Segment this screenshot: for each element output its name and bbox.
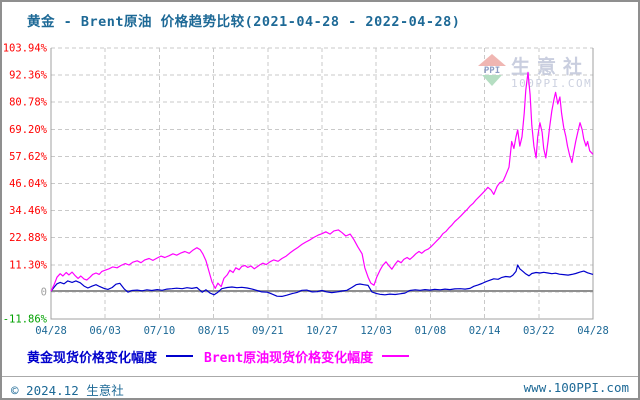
- legend-brent-label: Brent原油现货价格变化幅度: [204, 350, 374, 366]
- plot-border: [50, 48, 594, 320]
- legend-gold-line-swatch: [166, 355, 194, 357]
- y-axis-tick-label: 11.30%: [9, 259, 48, 271]
- x-axis-tick-label: 08/15: [198, 325, 230, 337]
- y-axis-tick-label: 57.62%: [9, 151, 48, 163]
- legend-gold-label: 黄金现货价格变化幅度: [27, 350, 158, 366]
- brent-series-line: [50, 71, 594, 292]
- website-url: www.100PPI.com: [523, 380, 629, 395]
- watermark-logo-base: [482, 75, 502, 86]
- watermark-brand-text: 生意社: [511, 55, 589, 78]
- y-axis-tick-label: 92.36%: [9, 70, 48, 82]
- watermark-logo-roof: [478, 54, 506, 66]
- x-axis-tick-label: 12/03: [360, 325, 392, 337]
- x-axis-tick-label: 07/10: [144, 325, 176, 337]
- x-axis-tick-label: 04/28: [35, 325, 67, 337]
- copyright-text: © 2024.12 生意社: [11, 383, 124, 398]
- x-axis-tick-label: 06/03: [89, 325, 121, 337]
- legend-brent-line-swatch: [382, 355, 410, 357]
- footer: © 2024.12 生意社 www.100PPI.com: [2, 380, 638, 398]
- gold-series-line: [50, 264, 594, 297]
- y-axis-tick-label: 69.20%: [9, 124, 48, 136]
- y-axis-tick-label: 103.94%: [3, 43, 48, 55]
- y-axis-tick-label: 46.04%: [9, 178, 48, 190]
- x-axis-tick-label: 01/08: [415, 325, 447, 337]
- x-axis-tick-label: 09/21: [252, 325, 284, 337]
- y-axis-tick-label: -11.86%: [3, 314, 48, 326]
- y-axis-tick-label: 22.88%: [9, 232, 48, 244]
- y-axis-tick-label: 0: [41, 286, 47, 298]
- page-title: 黄金 - Brent原油 价格趋势比较(2021-04-28 - 2022-04…: [27, 14, 461, 30]
- watermark-ppi-text: PPI: [484, 66, 500, 76]
- x-axis-tick-label: 10/27: [306, 325, 338, 337]
- y-axis-tick-label: 34.46%: [9, 205, 48, 217]
- x-axis-tick-label: 02/14: [469, 325, 501, 337]
- footer-divider: [2, 376, 638, 377]
- x-axis-tick-label: 03/22: [523, 325, 555, 337]
- chart-legend: 黄金现货价格变化幅度 Brent原油现货价格变化幅度: [27, 348, 420, 366]
- x-axis-tick-label: 04/28: [577, 325, 609, 337]
- watermark-domain-text: 100PPI.COM: [511, 77, 592, 90]
- y-axis-tick-label: 80.78%: [9, 97, 48, 109]
